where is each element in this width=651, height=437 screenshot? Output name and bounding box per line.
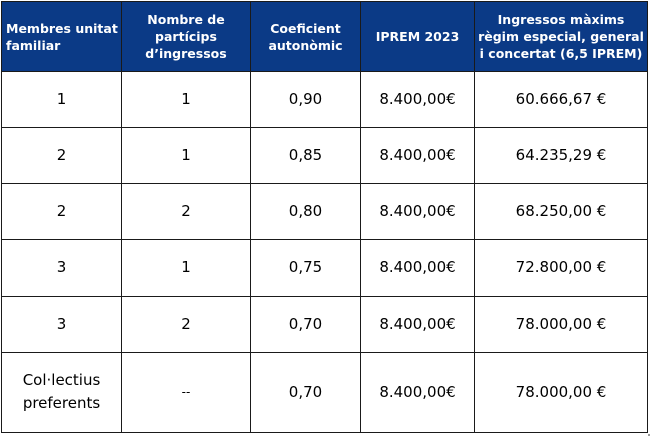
cell-iprem: 8.400,00€ <box>360 127 475 185</box>
cell-membres: 3 <box>1 239 122 297</box>
cell-coeficient: 0,75 <box>250 239 361 297</box>
cell-coeficient: 0,70 <box>250 295 361 353</box>
header-row: Membres unitat familiar Nombre de partíc… <box>1 1 648 72</box>
cell-membres: Col·lectius preferents <box>1 351 122 434</box>
cell-ingressos: 78.000,00 € <box>474 351 648 434</box>
cell-particips: 1 <box>121 127 251 185</box>
cell-coeficient: 0,70 <box>250 351 361 434</box>
cell-iprem: 8.400,00€ <box>360 351 475 434</box>
cell-ingressos: 60.666,67 € <box>474 70 648 129</box>
cell-particips: 1 <box>121 70 251 129</box>
table-header: Membres unitat familiar Nombre de partíc… <box>1 1 648 72</box>
cell-iprem: 8.400,00€ <box>360 183 475 241</box>
table-row: 3 2 0,70 8.400,00€ 78.000,00 € <box>1 295 648 353</box>
table-row: Col·lectius preferents -- 0,70 8.400,00€… <box>1 351 648 434</box>
header-nombre-particips: Nombre de partícips d’ingressos <box>121 1 251 72</box>
cell-ingressos: 72.800,00 € <box>474 239 648 297</box>
table-row: 2 2 0,80 8.400,00€ 68.250,00 € <box>1 183 648 241</box>
cell-membres: 2 <box>1 127 122 185</box>
table-row: 1 1 0,90 8.400,00€ 60.666,67 € <box>1 70 648 129</box>
cell-coeficient: 0,85 <box>250 127 361 185</box>
cell-ingressos: 68.250,00 € <box>474 183 648 241</box>
cell-ingressos: 78.000,00 € <box>474 295 648 353</box>
cell-particips: -- <box>121 351 251 434</box>
cell-iprem: 8.400,00€ <box>360 295 475 353</box>
cell-iprem: 8.400,00€ <box>360 70 475 129</box>
cell-coeficient: 0,80 <box>250 183 361 241</box>
cell-particips: 2 <box>121 183 251 241</box>
cell-iprem: 8.400,00€ <box>360 239 475 297</box>
cell-membres: 1 <box>1 70 122 129</box>
cell-coeficient: 0,90 <box>250 70 361 129</box>
header-iprem-2023: IPREM 2023 <box>360 1 475 72</box>
cell-particips: 2 <box>121 295 251 353</box>
header-coeficient-autonomic: Coeficient autonòmic <box>250 1 361 72</box>
corner-resize-mark <box>648 434 650 436</box>
table-row: 2 1 0,85 8.400,00€ 64.235,29 € <box>1 127 648 185</box>
table-row: 3 1 0,75 8.400,00€ 72.800,00 € <box>1 239 648 297</box>
table-body: 1 1 0,90 8.400,00€ 60.666,67 € 2 1 0,85 … <box>1 70 648 434</box>
header-ingressos-maxims: Ingressos màxims règim especial, general… <box>474 1 648 72</box>
cell-membres: 2 <box>1 183 122 241</box>
cell-particips: 1 <box>121 239 251 297</box>
header-membres-unitat-familiar: Membres unitat familiar <box>1 1 122 72</box>
cell-membres: 3 <box>1 295 122 353</box>
cell-ingressos: 64.235,29 € <box>474 127 648 185</box>
